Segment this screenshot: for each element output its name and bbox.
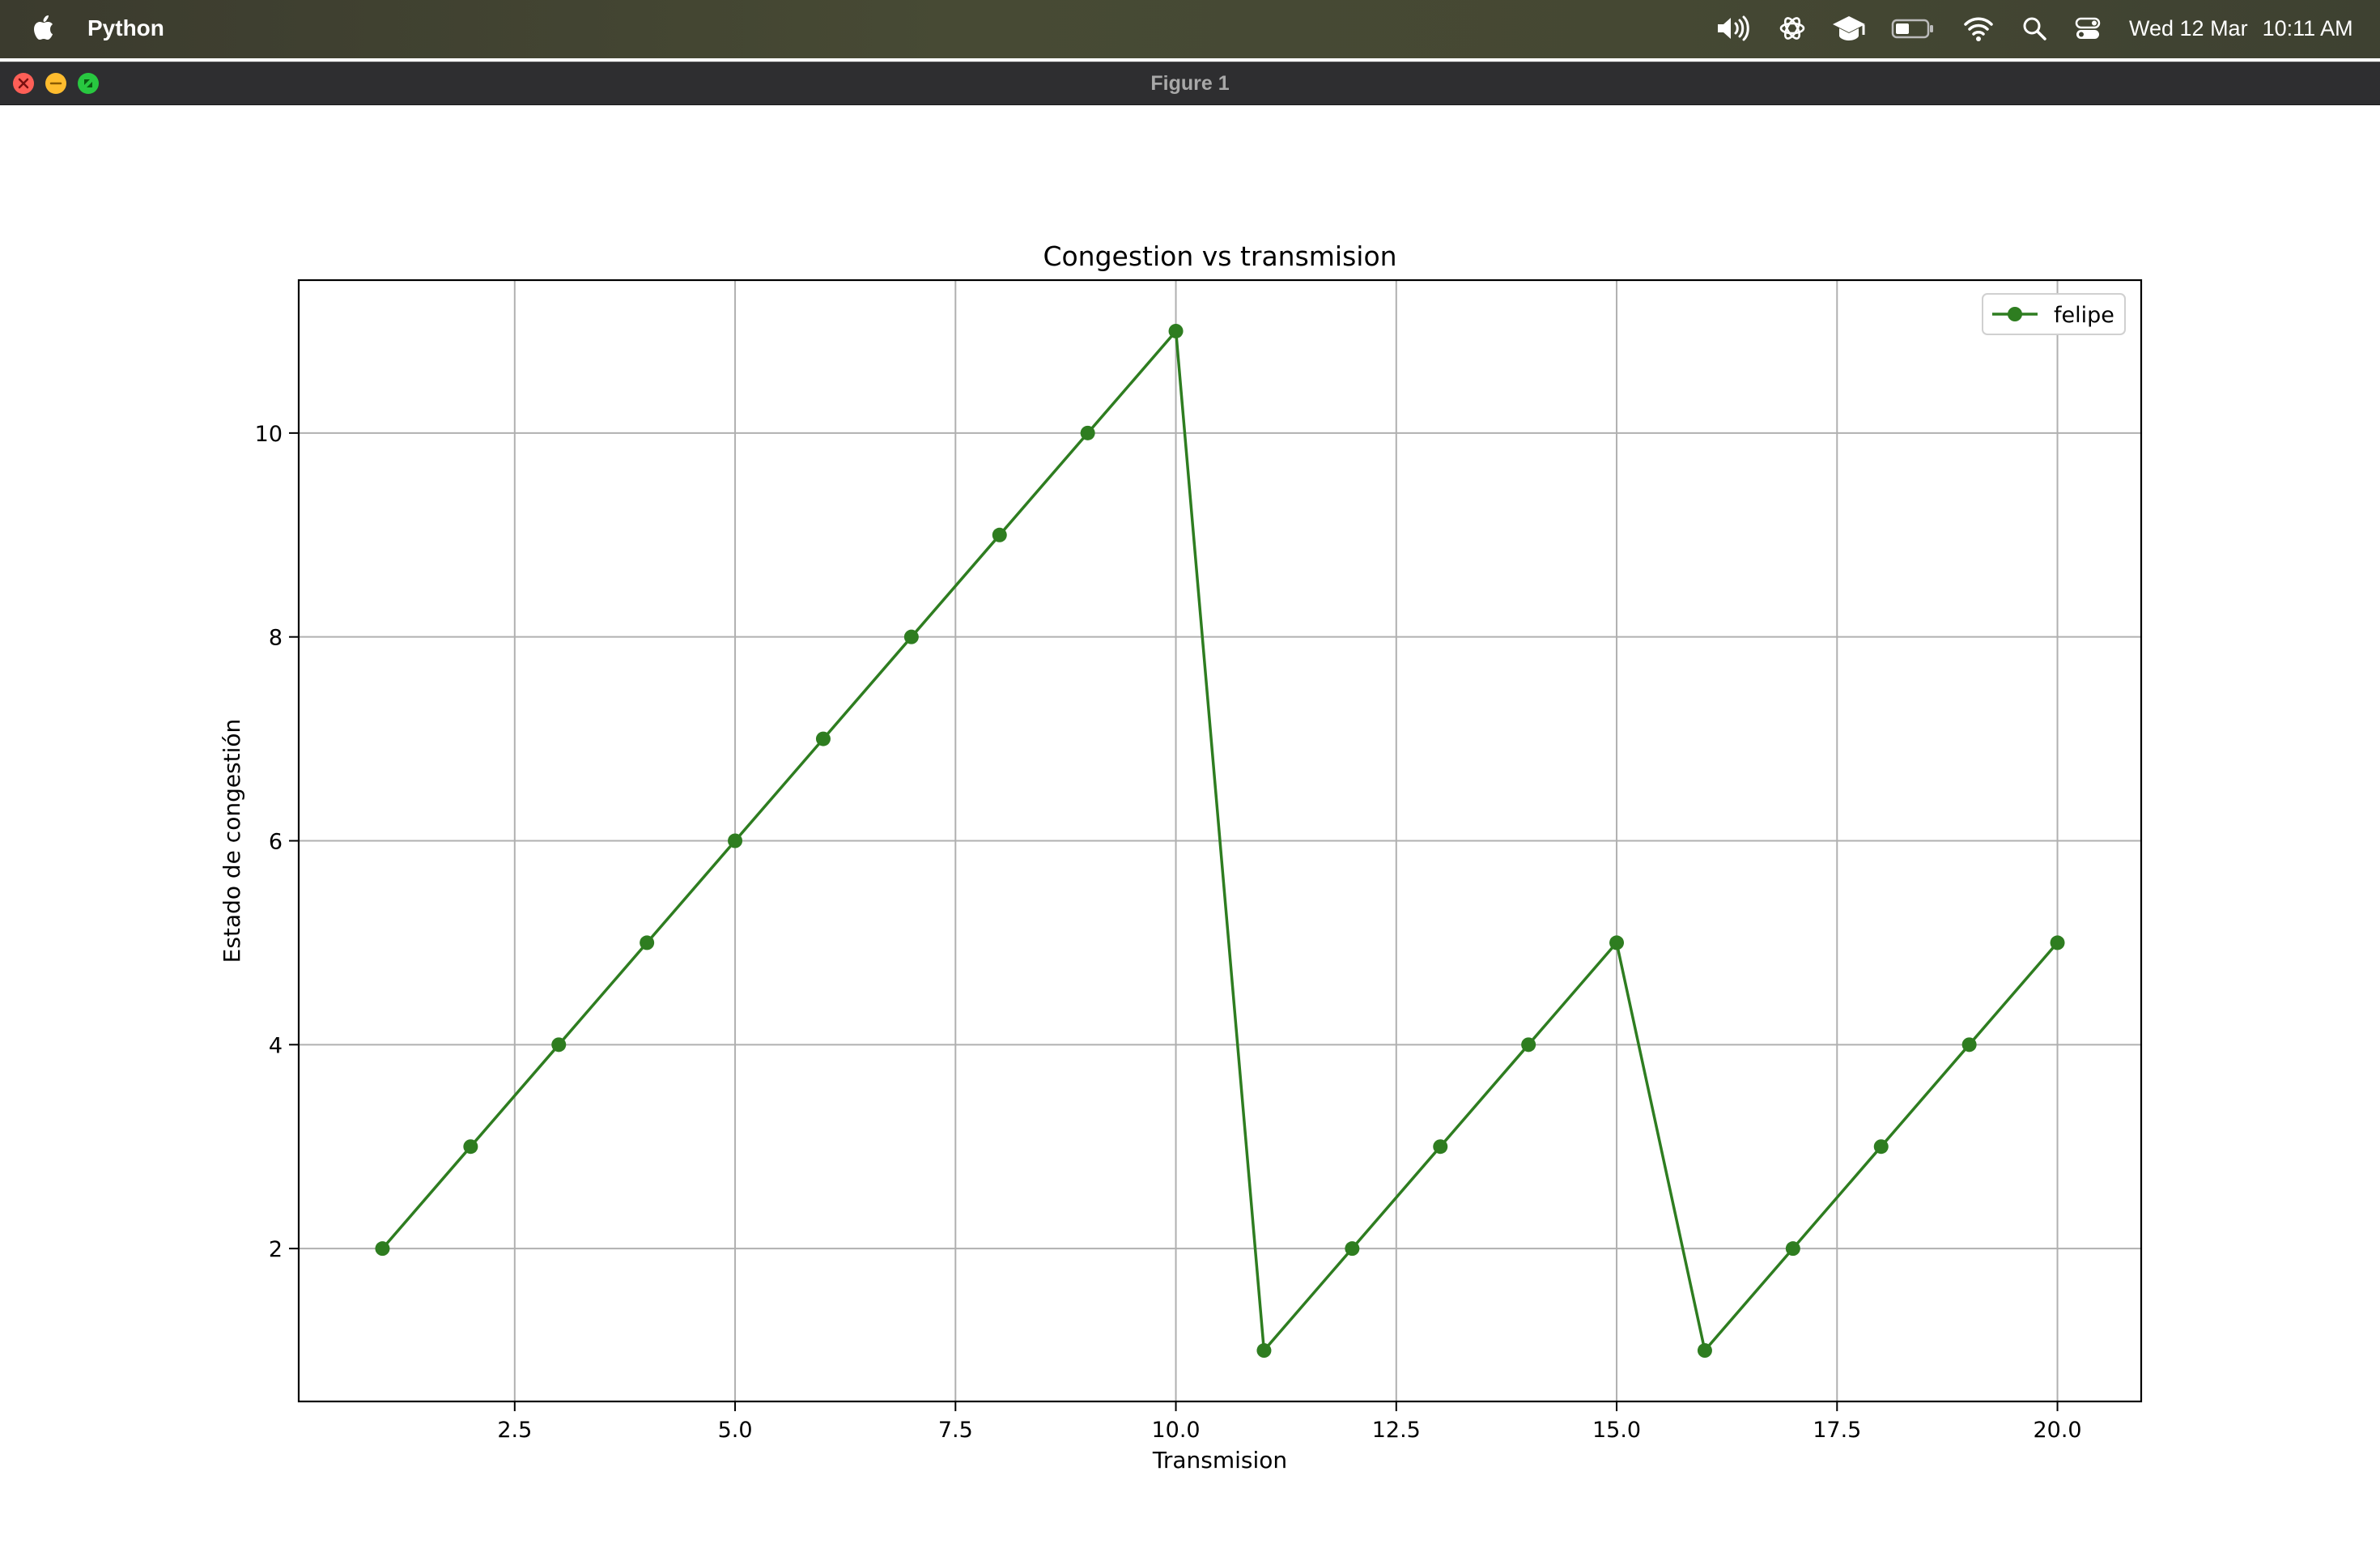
zoom-window-button[interactable] (78, 73, 99, 94)
axis-ticks: 2.5 5.0 7.5 10.0 12.5 15.0 17.5 20.0 2 4 6 8 10 (255, 422, 2082, 1443)
control-center-icon[interactable] (2074, 11, 2102, 45)
y-tick-label: 10 (255, 422, 283, 447)
y-tick-label: 2 (269, 1237, 283, 1262)
data-point (728, 833, 743, 848)
data-point (1345, 1241, 1360, 1257)
x-tick-label: 10.0 (1151, 1418, 1200, 1443)
menu-bar-time: 10:11 AM (2262, 16, 2353, 40)
app-name-menu[interactable]: Python (87, 15, 164, 40)
data-point (1609, 935, 1625, 950)
data-point (903, 629, 919, 644)
minimize-icon (49, 82, 62, 85)
volume-icon[interactable] (1715, 11, 1750, 45)
data-point (1433, 1139, 1448, 1155)
fullscreen-icon (84, 79, 92, 87)
legend-label: felipe (2054, 303, 2114, 328)
chatgpt-icon[interactable] (1776, 11, 1808, 45)
close-window-button[interactable] (13, 73, 34, 94)
wifi-icon[interactable] (1962, 11, 1995, 45)
x-axis-label: Transmision (1152, 1447, 1287, 1474)
close-icon (18, 78, 29, 89)
y-axis-label: Estado de congestión (219, 719, 245, 963)
chart-title: Congestion vs transmision (1043, 240, 1396, 272)
data-point (551, 1037, 567, 1053)
legend: felipe (1982, 293, 2126, 335)
axes-frame (297, 279, 2143, 1403)
window-title-bar[interactable]: Figure 1 (0, 62, 2380, 105)
menu-bar-date: Wed 12 Mar (2129, 16, 2248, 40)
data-point (1961, 1037, 1977, 1053)
x-tick-label: 20.0 (2033, 1418, 2081, 1443)
data-point (375, 1241, 390, 1257)
data-point (1697, 1343, 1712, 1359)
data-point (1168, 323, 1184, 338)
x-tick-label: 17.5 (1813, 1418, 1861, 1443)
data-point (1873, 1139, 1889, 1155)
menu-bar-clock[interactable]: Wed 12 Mar 10:11 AM (2129, 11, 2353, 45)
x-tick-label: 5.0 (718, 1418, 753, 1443)
data-point (1785, 1241, 1800, 1257)
data-point (463, 1139, 478, 1155)
x-tick-label: 2.5 (497, 1418, 532, 1443)
data-point (1080, 425, 1095, 440)
line-chart: 2.5 5.0 7.5 10.0 12.5 15.0 17.5 20.0 2 4 6 8 10 Cong… (219, 240, 2143, 1474)
grid-lines (299, 280, 2141, 1401)
x-tick-label: 7.5 (938, 1418, 973, 1443)
menu-bar: Python Wed 12 Mar 10:11 AM (0, 0, 2380, 58)
y-tick-label: 4 (269, 1033, 283, 1058)
data-point (815, 731, 831, 746)
x-tick-label: 12.5 (1372, 1418, 1421, 1443)
x-tick-label: 15.0 (1592, 1418, 1641, 1443)
series-felipe (375, 323, 2065, 1359)
y-tick-label: 6 (269, 830, 283, 855)
search-icon[interactable] (2021, 11, 2048, 45)
y-tick-label: 8 (269, 626, 283, 651)
figure-canvas: 2.5 5.0 7.5 10.0 12.5 15.0 17.5 20.0 2 4 6 8 10 Cong… (0, 105, 2380, 1548)
data-point (1521, 1037, 1536, 1053)
series-line (381, 330, 2059, 1352)
window-title: Figure 1 (1150, 72, 1230, 95)
graduation-cap-icon[interactable] (1831, 11, 1867, 45)
minimize-window-button[interactable] (45, 73, 66, 94)
data-point (1256, 1343, 1272, 1359)
apple-icon[interactable] (31, 11, 58, 45)
battery-icon[interactable] (1891, 11, 1935, 45)
data-point (992, 527, 1007, 542)
data-point (640, 935, 655, 950)
legend-box (1982, 293, 2126, 335)
data-point (2050, 935, 2065, 950)
legend-marker (2008, 307, 2022, 321)
